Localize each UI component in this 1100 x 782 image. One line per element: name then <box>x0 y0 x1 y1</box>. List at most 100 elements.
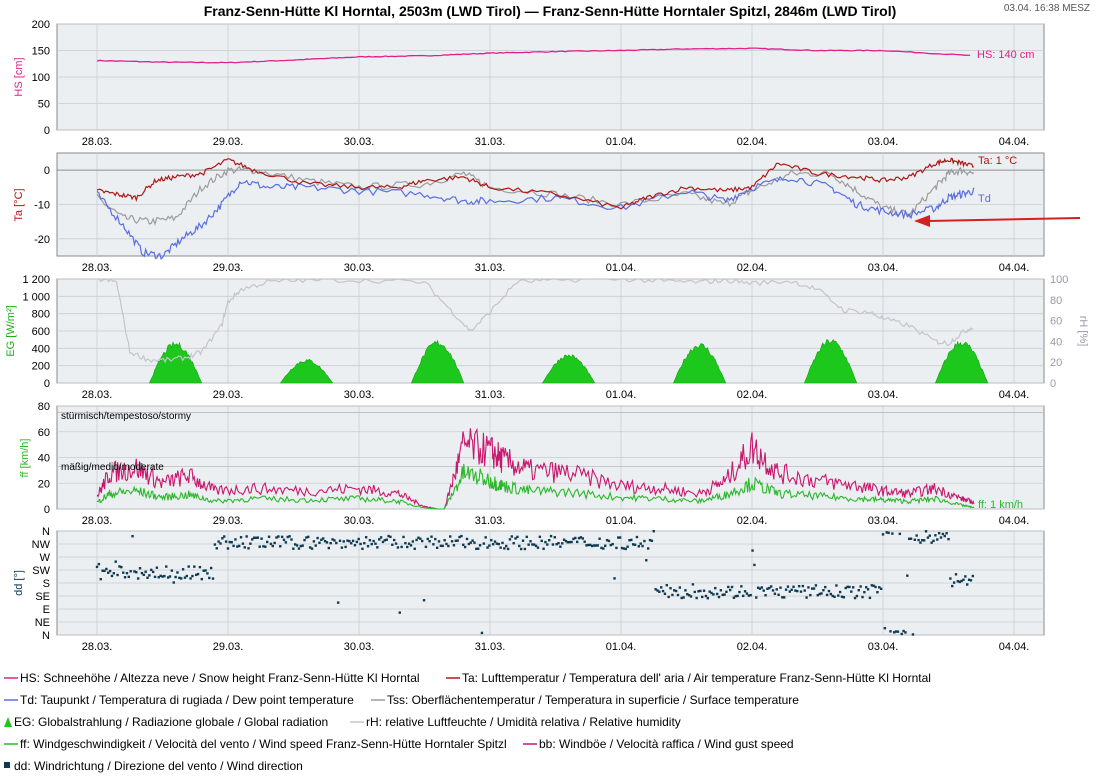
direction-point <box>934 534 937 537</box>
direction-point <box>859 585 862 588</box>
hs-tick-label: 50 <box>38 99 50 111</box>
direction-point <box>536 546 540 549</box>
direction-point <box>926 536 930 539</box>
direction-point <box>215 547 218 550</box>
direction-point <box>747 594 751 597</box>
direction-point <box>879 587 883 591</box>
direction-point <box>615 546 618 550</box>
direction-point <box>613 577 616 580</box>
direction-point <box>921 538 924 542</box>
humidity-tick-label: 40 <box>1050 336 1062 348</box>
x-tick-label: 31.03. <box>475 641 506 653</box>
direction-point <box>876 591 879 594</box>
direction-point <box>176 571 179 574</box>
direction-point <box>292 547 295 550</box>
direction-point <box>676 593 680 597</box>
direction-point <box>891 532 894 535</box>
direction-point <box>497 542 500 546</box>
direction-point <box>521 539 525 542</box>
direction-point <box>97 562 101 566</box>
direction-point <box>226 547 230 550</box>
wind-tick-label: 80 <box>38 401 50 413</box>
x-tick-label: 30.03. <box>344 136 375 148</box>
direction-point <box>516 535 519 539</box>
direction-point <box>788 590 792 593</box>
direction-tick-label: N <box>42 630 50 642</box>
direction-point <box>701 595 704 599</box>
direction-tick-label: NW <box>32 539 51 551</box>
direction-point <box>894 630 898 633</box>
direction-point <box>445 542 448 546</box>
direction-point <box>534 544 538 548</box>
direction-point <box>193 565 196 568</box>
legend-ta: Ta: Lufttemperatur / Temperatura dell' a… <box>462 671 931 685</box>
direction-point <box>406 545 409 549</box>
direction-point <box>825 593 829 597</box>
direction-point <box>452 544 456 547</box>
direction-point <box>241 542 245 545</box>
direction-point <box>922 539 926 542</box>
direction-point <box>288 535 291 538</box>
direction-point <box>533 543 536 546</box>
direction-point <box>790 588 793 591</box>
direction-point <box>574 536 577 540</box>
direction-point <box>462 543 465 547</box>
direction-point <box>583 540 586 543</box>
direction-point <box>768 586 771 590</box>
direction-point <box>949 577 952 580</box>
direction-point <box>911 633 915 636</box>
direction-point <box>230 541 233 544</box>
direction-point <box>108 569 112 573</box>
direction-point <box>279 545 282 548</box>
direction-point <box>773 592 777 595</box>
direction-point <box>221 537 224 540</box>
direction-point <box>654 588 657 591</box>
direction-point <box>256 536 260 539</box>
direction-point <box>555 543 558 546</box>
direction-point <box>133 570 136 573</box>
direction-point <box>189 577 192 580</box>
direction-point <box>486 546 489 549</box>
direction-point <box>398 611 401 614</box>
direction-point <box>364 536 368 539</box>
direction-point <box>174 575 177 579</box>
direction-point <box>307 535 310 539</box>
direction-point <box>577 536 581 540</box>
direction-point <box>581 537 584 540</box>
direction-point <box>865 586 868 589</box>
direction-point <box>262 545 265 548</box>
direction-point <box>568 540 571 544</box>
legend-swatch-dd <box>4 762 10 768</box>
legend-eg: EG: Globalstrahlung / Radiazione globale… <box>14 715 328 729</box>
direction-point <box>915 534 918 537</box>
direction-point <box>678 586 682 589</box>
direction-point <box>159 574 162 578</box>
x-tick-label: 30.03. <box>344 515 375 527</box>
direction-point <box>286 535 289 539</box>
direction-point <box>913 538 917 541</box>
direction-point <box>803 589 806 592</box>
direction-point <box>112 572 116 575</box>
direction-point <box>280 535 284 539</box>
direction-point <box>637 545 641 548</box>
direction-point <box>693 590 696 594</box>
timestamp: 03.04. 16:38 MESZ <box>1004 3 1090 14</box>
direction-point <box>299 544 303 548</box>
humidity-tick-label: 60 <box>1050 316 1062 328</box>
direction-point <box>434 537 437 541</box>
direction-point <box>183 576 187 579</box>
direction-point <box>807 586 810 589</box>
direction-point <box>837 594 840 597</box>
direction-point <box>374 542 377 545</box>
direction-point <box>385 538 388 541</box>
x-tick-label: 04.04. <box>999 389 1030 401</box>
x-tick-label: 04.04. <box>999 641 1030 653</box>
direction-point <box>622 547 626 550</box>
direction-point <box>482 542 486 545</box>
direction-point <box>282 538 286 542</box>
direction-point <box>725 590 728 594</box>
direction-point <box>626 545 629 548</box>
direction-point <box>437 540 441 543</box>
direction-point <box>734 594 737 598</box>
direction-point <box>208 576 211 580</box>
